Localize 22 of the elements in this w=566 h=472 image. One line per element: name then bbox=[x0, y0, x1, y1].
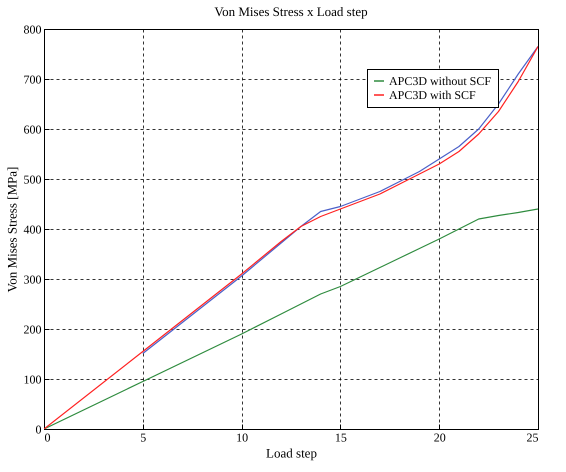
x-tick-label: 15 bbox=[334, 430, 347, 444]
legend-label: APC3D without SCF bbox=[389, 74, 492, 88]
y-tick-label: 400 bbox=[24, 222, 42, 236]
chart-title: Von Mises Stress x Load step bbox=[214, 4, 368, 19]
x-tick-label: 0 bbox=[44, 430, 50, 444]
y-tick-label: 700 bbox=[24, 72, 42, 86]
line-series bbox=[44, 46, 538, 429]
x-axis-title: Load step bbox=[266, 446, 317, 460]
x-tick-label: 10 bbox=[236, 430, 248, 444]
y-tick-label: 600 bbox=[24, 122, 42, 136]
legend-label: APC3D with SCF bbox=[389, 88, 476, 102]
x-tick-label: 20 bbox=[434, 430, 446, 444]
y-tick-label: 800 bbox=[24, 22, 42, 36]
y-tick-label: 200 bbox=[24, 322, 42, 336]
x-tick-label: 25 bbox=[526, 430, 538, 444]
line-series bbox=[44, 208, 538, 429]
x-tick-label: 5 bbox=[140, 430, 146, 444]
y-tick-label: 100 bbox=[24, 372, 42, 386]
line-series bbox=[142, 46, 538, 354]
y-tick-label: 500 bbox=[24, 172, 42, 186]
y-axis-title: Von Mises Stress [MPa] bbox=[4, 166, 20, 292]
y-tick-label: 300 bbox=[24, 272, 42, 286]
